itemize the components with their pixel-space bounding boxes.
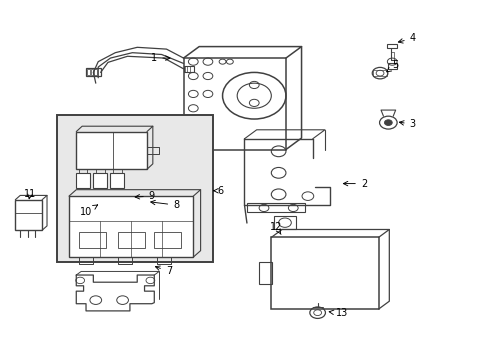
Bar: [91, 69, 93, 75]
Circle shape: [384, 120, 391, 126]
Text: 1: 1: [151, 53, 170, 63]
Bar: [76, 132, 147, 169]
Text: 3: 3: [399, 120, 415, 129]
Text: 12: 12: [269, 222, 282, 234]
Text: 2: 2: [343, 179, 366, 189]
Bar: [273, 216, 295, 229]
Bar: [259, 262, 271, 284]
Text: 6: 6: [213, 186, 223, 196]
Bar: [76, 173, 90, 188]
Text: 5: 5: [386, 60, 398, 72]
Bar: [57, 116, 212, 262]
Bar: [183, 66, 194, 72]
Bar: [386, 44, 396, 48]
Bar: [183, 58, 285, 149]
Text: 7: 7: [155, 266, 172, 276]
Bar: [372, 70, 386, 76]
Bar: [15, 200, 42, 230]
Bar: [110, 173, 124, 188]
Bar: [154, 232, 181, 248]
Text: 8: 8: [150, 200, 179, 210]
Text: 11: 11: [24, 189, 36, 199]
Text: 13: 13: [328, 309, 347, 318]
Bar: [94, 69, 97, 75]
Bar: [271, 237, 378, 309]
Bar: [93, 173, 107, 188]
Bar: [87, 69, 90, 75]
Text: 9: 9: [135, 191, 155, 201]
Bar: [118, 232, 144, 248]
Bar: [69, 196, 193, 257]
Bar: [79, 232, 105, 248]
Bar: [387, 63, 396, 69]
Bar: [246, 203, 305, 212]
Bar: [86, 68, 101, 76]
Text: 4: 4: [398, 33, 415, 43]
Text: 10: 10: [80, 205, 98, 217]
